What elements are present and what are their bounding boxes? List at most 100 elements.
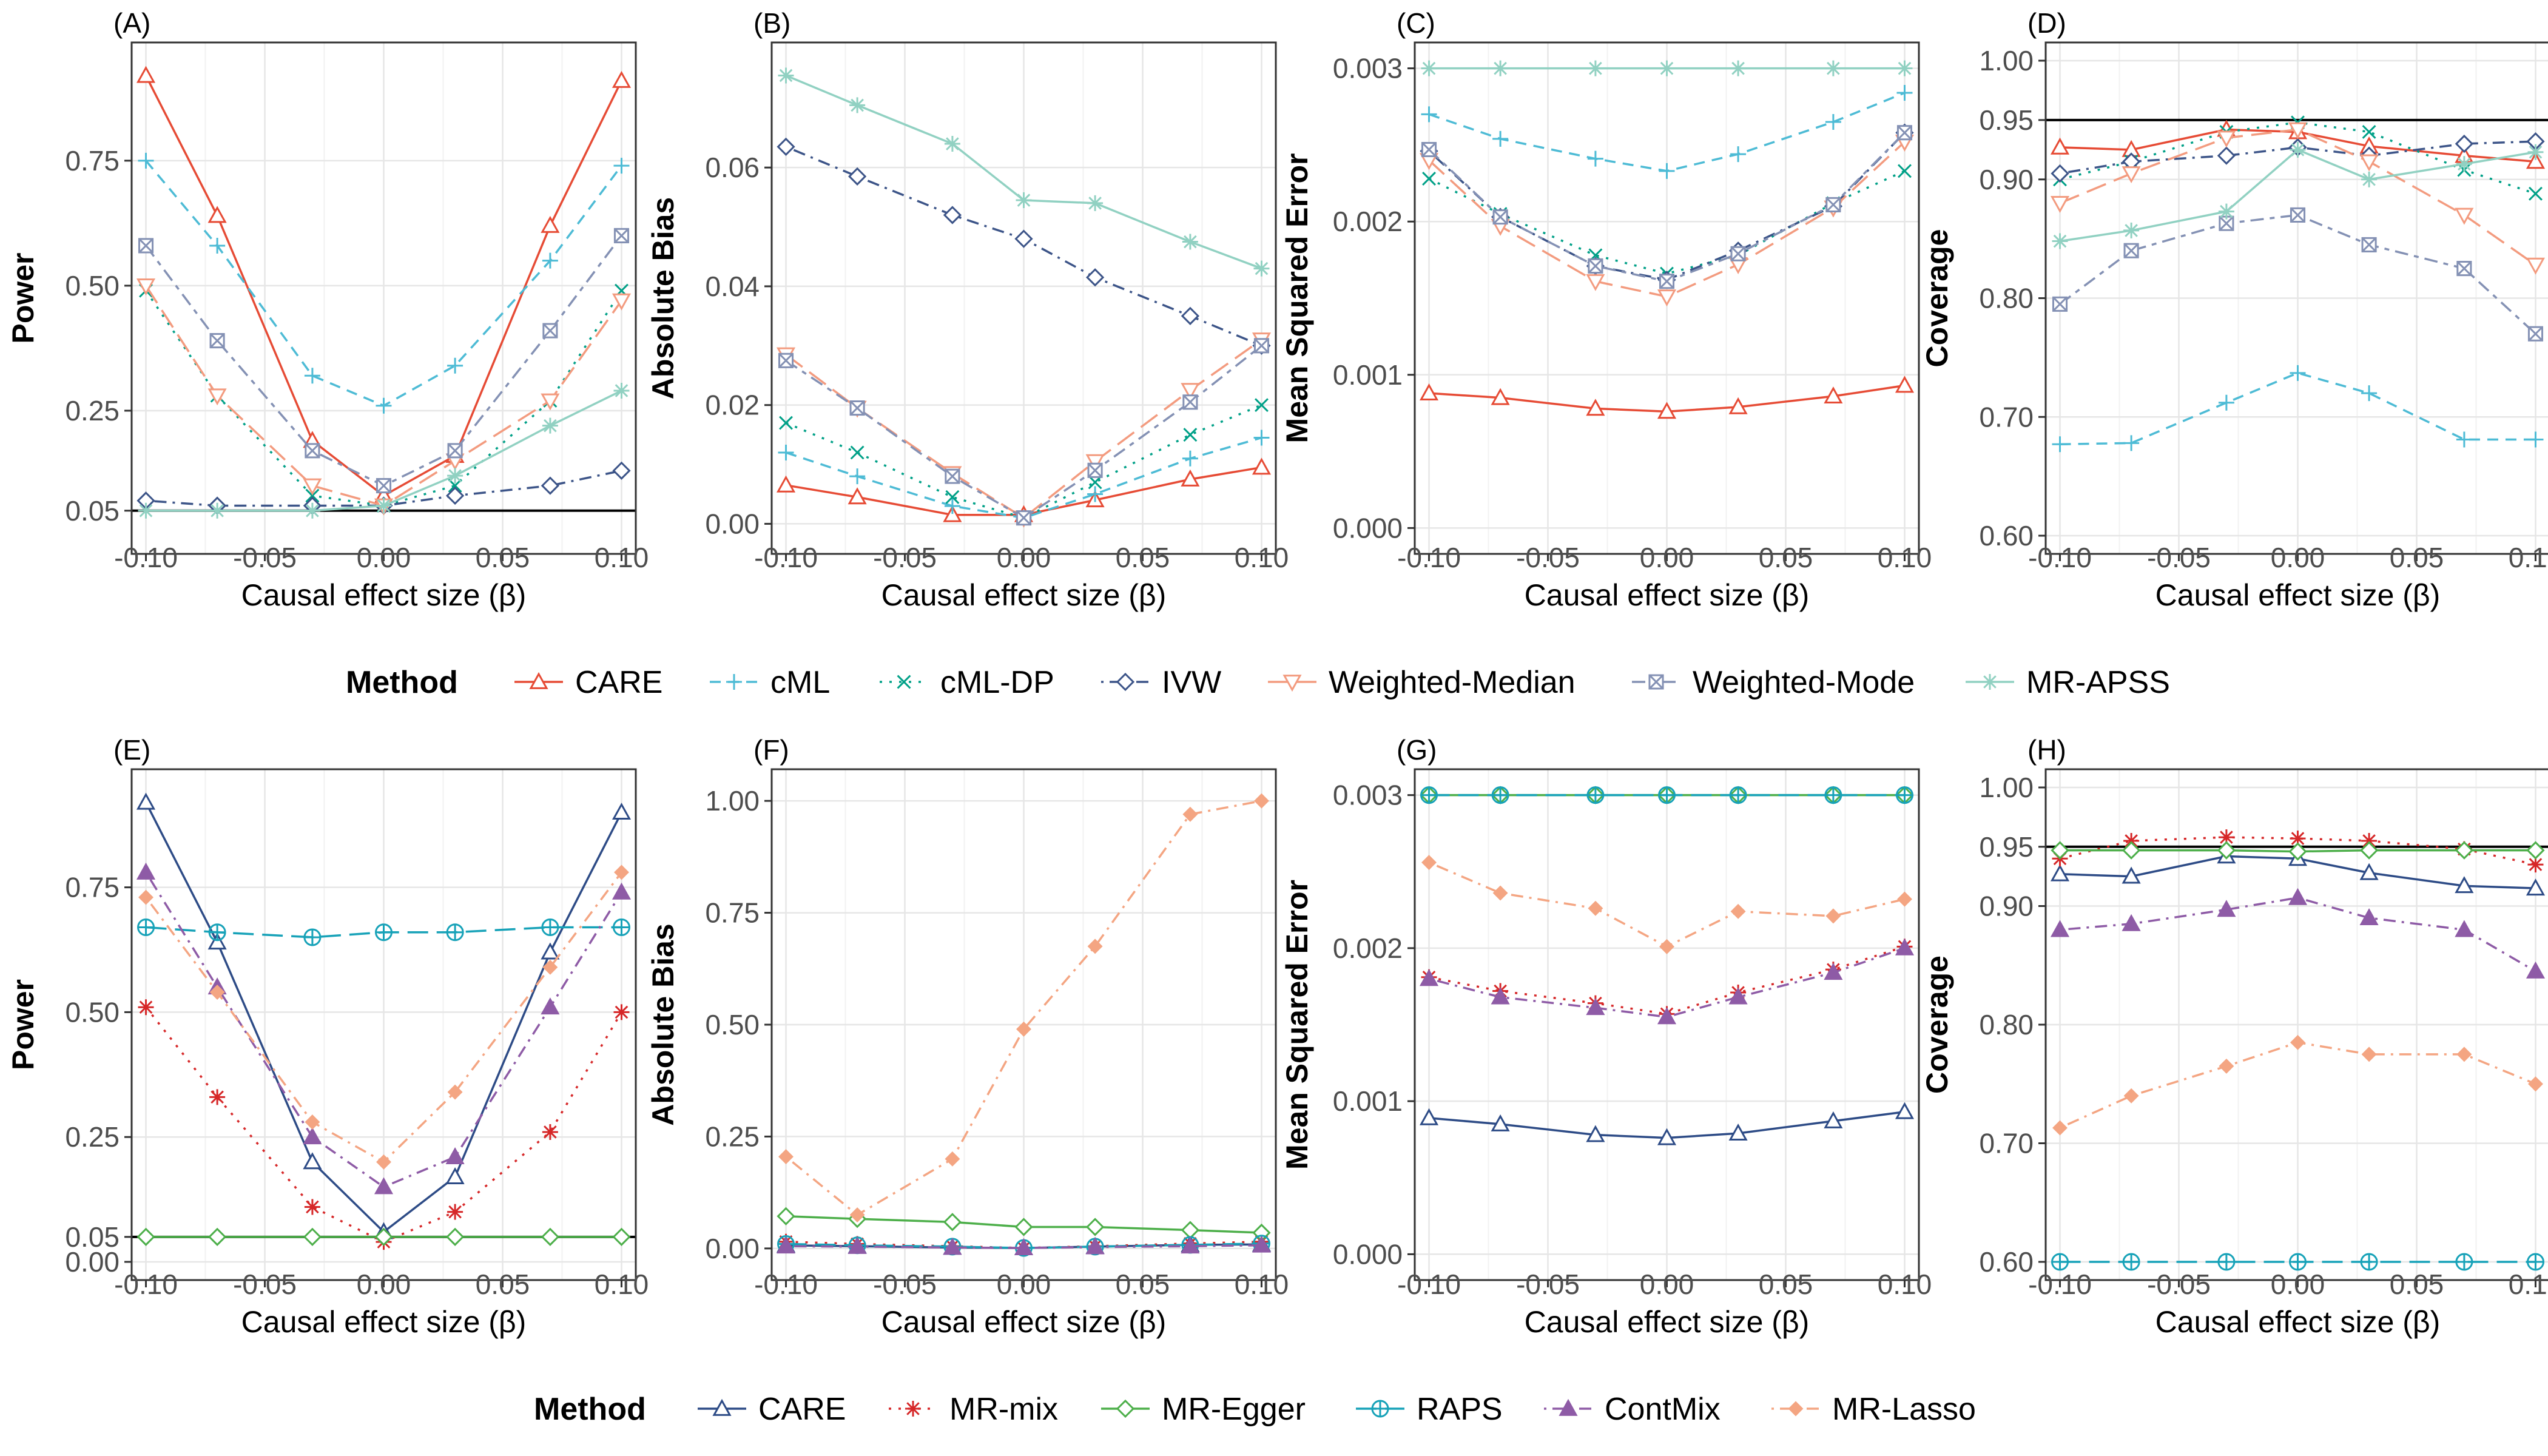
data-point-contmix	[1728, 987, 1748, 1005]
series-contmix	[2050, 888, 2546, 979]
x-tick-label: 0.00	[357, 1269, 411, 1300]
data-point-cml	[778, 444, 794, 460]
legend-item-cml: cML	[710, 665, 830, 700]
series-weighted-mode	[138, 228, 630, 494]
panel-label: (F)	[753, 734, 789, 766]
data-point-weighted-mode	[138, 238, 154, 254]
data-point-weighted-mode	[2290, 207, 2306, 223]
data-point-mr-egger	[2122, 841, 2141, 860]
y-tick-label: 0.60	[1979, 520, 2034, 551]
data-point-mr-lasso	[1897, 891, 1912, 907]
series-cml	[138, 152, 630, 414]
legend-item-mr-lasso: MR-Lasso	[1771, 1392, 1976, 1427]
x-tick-label: 0.00	[2271, 542, 2325, 573]
data-point-cml-dp	[448, 479, 462, 493]
data-point-weighted-mode	[2361, 237, 2377, 252]
y-axis-title: Power	[6, 252, 40, 343]
data-point-contmix	[136, 862, 156, 880]
legend-key-marker	[905, 1401, 921, 1417]
data-point-raps	[2217, 1253, 2236, 1271]
data-point-ivw	[777, 137, 795, 157]
legend-key-marker	[1282, 675, 1302, 692]
data-point-mr-lasso	[2528, 1076, 2543, 1092]
x-axis-title: Causal effect size (β)	[2155, 1305, 2441, 1339]
legend-item-care: CARE	[514, 665, 662, 700]
data-point-cml-dp	[850, 445, 864, 460]
y-tick-label: 1.00	[1979, 772, 2034, 803]
data-point-mr-lasso	[542, 959, 558, 975]
x-axis-title: Causal effect size (β)	[881, 578, 1167, 612]
data-point-weighted-mode	[2052, 296, 2068, 312]
data-point-care	[1181, 469, 1200, 487]
data-point-cml	[209, 237, 226, 254]
data-point-mr-lasso	[2361, 1046, 2377, 1062]
y-tick-label: 1.00	[1979, 45, 2034, 76]
x-axis-title: Causal effect size (β)	[2155, 578, 2441, 612]
data-point-weighted-mode	[1825, 197, 1841, 212]
data-point-mr-lasso	[1588, 900, 1603, 916]
legend-label: MR-Egger	[1162, 1392, 1306, 1427]
legend-label: Weighted-Median	[1329, 665, 1576, 700]
data-point-care	[2050, 864, 2070, 881]
data-point-weighted-mode	[1253, 338, 1270, 354]
x-tick-label: -0.10	[1397, 1269, 1461, 1300]
legend-item-mr-mix: MR-mix	[889, 1392, 1058, 1427]
data-point-mr-mix	[2218, 829, 2234, 846]
x-tick-label: -0.05	[233, 542, 297, 573]
data-point-mr-apss	[447, 468, 463, 484]
data-point-care	[136, 792, 156, 810]
legend-item-mr-apss: MR-APSS	[1966, 665, 2170, 700]
legend-bottom: Method CARE MR-mix MR-Egger RAPS ContMix MR-L…	[534, 1392, 1976, 1427]
x-tick-label: 0.00	[997, 1269, 1051, 1300]
data-point-care	[1419, 1108, 1439, 1125]
y-tick-label: 0.80	[1979, 1009, 2034, 1040]
x-axis-title: Causal effect size (β)	[1525, 1305, 1810, 1339]
y-tick-label: 0.05	[65, 495, 120, 527]
data-point-contmix	[445, 1147, 465, 1165]
panel-c: -0.10 -0.05 0.00 0.05 0.10 0.000 0.001 0.002 0.0…	[1280, 7, 1932, 612]
data-point-mr-mix	[613, 1004, 630, 1020]
data-point-mr-apss	[542, 417, 558, 434]
y-tick-label: 0.002	[1333, 206, 1403, 237]
legend-item-contmix: ContMix	[1544, 1392, 1721, 1427]
data-point-weighted-mode	[542, 323, 558, 339]
data-point-mr-lasso	[1016, 1021, 1031, 1037]
y-axis-title: Mean Squared Error	[1280, 880, 1314, 1170]
data-point-mr-apss	[613, 382, 630, 399]
x-tick-label: 0.05	[2390, 1269, 2444, 1300]
legend-key-marker	[1788, 1401, 1804, 1417]
legend-label: cML	[770, 665, 830, 700]
data-point-mr-lasso	[376, 1154, 391, 1170]
data-point-weighted-median	[136, 278, 156, 295]
data-point-weighted-mode	[1659, 274, 1675, 289]
data-point-mr-egger	[612, 1227, 631, 1246]
data-point-cml	[1730, 146, 1747, 163]
data-point-mr-lasso	[2219, 1058, 2234, 1074]
y-tick-label: 0.00	[705, 508, 760, 539]
data-point-contmix	[303, 1127, 322, 1145]
data-point-care	[2050, 137, 2070, 155]
data-point-raps	[446, 923, 464, 942]
series-mr-lasso	[1421, 855, 1912, 954]
data-point-mr-apss	[778, 67, 794, 84]
panel-d: -0.10 -0.05 0.00 0.05 0.10 0.60 0.70 0.80 0.90 0.…	[1920, 7, 2548, 612]
data-point-ivw	[2051, 164, 2069, 183]
y-tick-label: 0.25	[705, 1121, 760, 1152]
data-point-care	[1491, 1114, 1510, 1131]
y-tick-label: 0.50	[65, 996, 120, 1028]
x-tick-label: 0.00	[2271, 1269, 2325, 1300]
legend-item-weighted-median: Weighted-Median	[1268, 665, 1576, 700]
data-point-mr-apss	[1421, 60, 1437, 76]
data-point-weighted-median	[2288, 122, 2308, 140]
data-point-cml	[304, 368, 320, 384]
data-point-mr-apss	[2052, 233, 2068, 249]
data-point-mr-egger	[541, 1227, 560, 1246]
data-point-mr-apss	[849, 97, 866, 113]
data-point-contmix	[2217, 900, 2236, 917]
y-tick-label: 0.75	[705, 897, 760, 929]
series-weighted-mode	[1421, 125, 1913, 289]
data-point-ivw	[1014, 229, 1033, 248]
data-point-mr-lasso	[1421, 855, 1437, 871]
series-cml	[2052, 365, 2544, 453]
data-point-raps	[541, 918, 559, 936]
